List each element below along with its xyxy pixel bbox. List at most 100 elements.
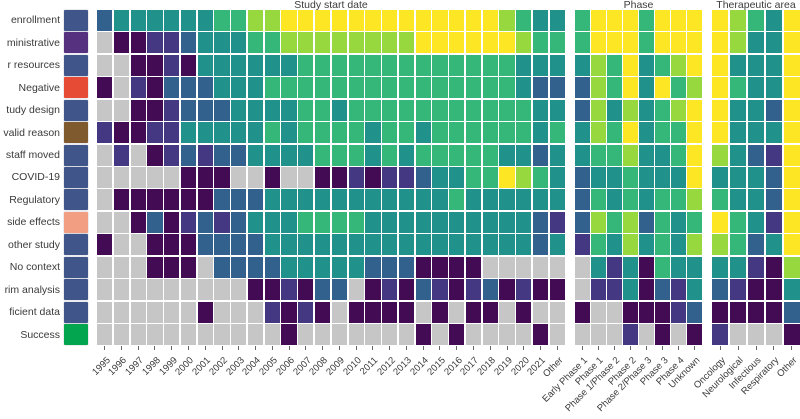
heatmap-cell	[298, 122, 314, 144]
heatmap-cell	[331, 301, 348, 323]
heatmap-cell	[130, 10, 146, 31]
heatmap-cell	[382, 189, 398, 211]
heatmap-cell	[97, 144, 113, 166]
heatmap-cell	[415, 324, 431, 345]
heatmap-cell	[348, 234, 364, 256]
x-axis-tick	[439, 346, 441, 350]
heatmap-cell	[532, 256, 549, 278]
heatmap-cell	[398, 32, 415, 54]
heatmap-cell	[549, 189, 565, 211]
heatmap-cell	[281, 301, 297, 323]
heatmap-cell	[747, 122, 765, 144]
heatmap-cell	[639, 54, 654, 76]
category-swatch	[64, 211, 88, 233]
x-axis-tick	[187, 346, 189, 350]
heatmap-cell	[607, 122, 622, 144]
heatmap-cell	[231, 77, 247, 99]
heatmap-cell	[783, 122, 800, 144]
heatmap-cell	[639, 189, 654, 211]
heatmap-cell	[97, 189, 113, 211]
heatmap-cell	[712, 211, 729, 233]
heatmap-cell	[130, 122, 146, 144]
heatmap-cell	[180, 144, 197, 166]
heatmap-cell	[499, 54, 515, 76]
heatmap-cell	[449, 189, 465, 211]
heatmap-cell	[231, 301, 247, 323]
heatmap-cell	[465, 301, 482, 323]
heatmap-cell	[432, 167, 448, 188]
heatmap-cell	[432, 144, 448, 166]
heatmap-cell	[298, 32, 314, 54]
heatmap-cell	[331, 189, 348, 211]
heatmap-cell	[532, 144, 549, 166]
heatmap-cell	[398, 122, 415, 144]
heatmap-cell	[671, 234, 686, 256]
x-axis-tick	[597, 346, 599, 350]
heatmap-cell	[113, 234, 130, 256]
heatmap-cell	[783, 54, 800, 76]
heatmap-cell	[197, 324, 213, 345]
heatmap-cell	[281, 324, 297, 345]
heatmap-cell	[97, 167, 113, 188]
heatmap-cell	[164, 77, 180, 99]
heatmap-cell	[197, 32, 213, 54]
heatmap-cell	[264, 301, 280, 323]
heatmap-cell	[655, 301, 670, 323]
heatmap-cell	[607, 32, 622, 54]
panel-title-study-start-date: Study start date	[294, 0, 368, 11]
heatmap-cell	[415, 54, 431, 76]
heatmap-cell	[575, 122, 590, 144]
heatmap-cell	[747, 54, 765, 76]
heatmap-cell	[382, 54, 398, 76]
heatmap-cell	[747, 32, 765, 54]
row-label: enrollment	[10, 14, 60, 27]
heatmap-cell	[607, 279, 622, 301]
category-swatch	[64, 144, 88, 166]
heatmap-cell	[623, 122, 638, 144]
heatmap-cell	[765, 279, 783, 301]
heatmap-cell	[97, 54, 113, 76]
heatmap-cell	[639, 144, 654, 166]
x-axis-tick	[389, 346, 391, 350]
category-swatch	[64, 279, 88, 301]
heatmap-cell	[331, 324, 348, 345]
heatmap-cell	[164, 122, 180, 144]
heatmap-cell	[655, 99, 670, 121]
heatmap-cell	[465, 32, 482, 54]
heatmap-cell	[264, 324, 280, 345]
heatmap-cell	[197, 279, 213, 301]
heatmap-cell	[365, 234, 381, 256]
heatmap-cell	[575, 301, 590, 323]
heatmap-cell	[298, 324, 314, 345]
heatmap-cell	[281, 211, 297, 233]
heatmap-cell	[197, 10, 213, 31]
x-axis-tick	[473, 346, 475, 350]
heatmap-cell	[331, 122, 348, 144]
heatmap-cell	[231, 122, 247, 144]
heatmap-cell	[532, 324, 549, 345]
heatmap-cell	[783, 189, 800, 211]
category-swatch	[64, 54, 88, 76]
heatmap-cell	[164, 10, 180, 31]
heatmap-cell	[147, 256, 163, 278]
heatmap-cell	[465, 279, 482, 301]
heatmap-grid-study-start-date	[97, 10, 565, 345]
x-axis-tick	[556, 346, 558, 350]
heatmap-cell	[482, 211, 498, 233]
heatmap-cell	[432, 54, 448, 76]
heatmap-cell	[765, 256, 783, 278]
category-swatch	[64, 324, 88, 345]
heatmap-cell	[331, 144, 348, 166]
heatmap-cell	[180, 167, 197, 188]
heatmap-cell	[415, 122, 431, 144]
heatmap-cell	[382, 10, 398, 31]
heatmap-cell	[655, 10, 670, 31]
heatmap-cell	[482, 54, 498, 76]
heatmap-cell	[499, 211, 515, 233]
heatmap-cell	[180, 279, 197, 301]
heatmap-cell	[499, 301, 515, 323]
heatmap-cell	[365, 32, 381, 54]
heatmap-cell	[180, 189, 197, 211]
heatmap-cell	[247, 301, 264, 323]
heatmap-cell	[365, 256, 381, 278]
